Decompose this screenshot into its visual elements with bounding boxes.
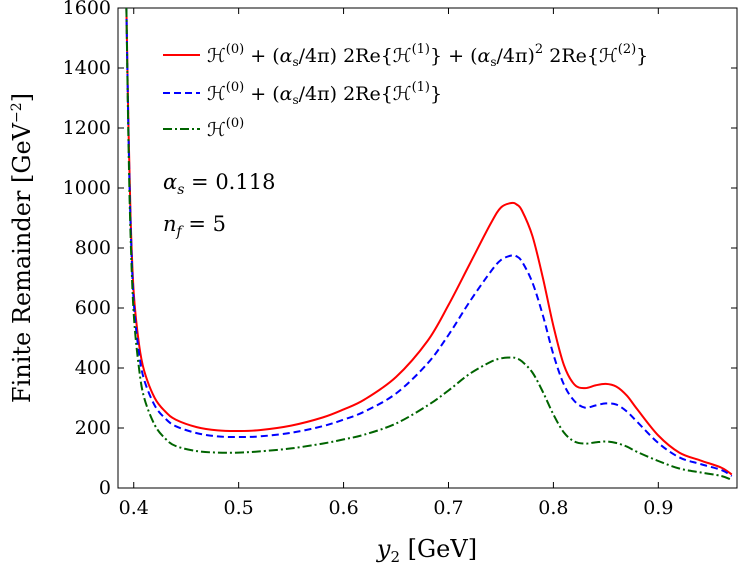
series-line-2 [125, 8, 733, 481]
x-tick-label: 0.8 [538, 497, 568, 519]
y-tick-label: 600 [75, 297, 111, 319]
y-tick-label: 1400 [63, 57, 111, 79]
y-axis-title: Finite Remainder [GeV−2] [8, 93, 36, 403]
x-tick-label: 0.4 [119, 497, 149, 519]
y-tick-label: 200 [75, 417, 111, 439]
axis-ticks: 0.4 0.5 0.6 0.7 0.8 0.9 0 200 400 600 800 1000 1200 1… [63, 0, 737, 519]
legend-entry-lo: ℋ(0) [163, 116, 244, 141]
y-tick-label: 800 [75, 237, 111, 259]
series-line-0 [125, 8, 733, 476]
series-line-1 [125, 8, 733, 477]
annotation-nf: nf = 5 [163, 212, 226, 240]
x-tick-label: 0.5 [224, 497, 254, 519]
legend-label-lo: ℋ(0) [207, 116, 244, 141]
y-tick-label: 1000 [63, 177, 111, 199]
legend-entry-nnlo: ℋ(0) + (αs/4π) 2Re{ℋ(1)} + (αs/4π)2 2Re{… [163, 42, 648, 69]
legend-label-nlo: ℋ(0) + (αs/4π) 2Re{ℋ(1)} [207, 80, 442, 107]
annotation-alpha-s: αs = 0.118 [163, 170, 275, 198]
legend-label-nnlo: ℋ(0) + (αs/4π) 2Re{ℋ(1)} + (αs/4π)2 2Re{… [207, 42, 648, 69]
legend-entry-nlo: ℋ(0) + (αs/4π) 2Re{ℋ(1)} [163, 80, 442, 107]
y-tick-label: 1200 [63, 117, 111, 139]
x-axis-title: y2 [GeV] [376, 535, 477, 566]
legend: ℋ(0) + (αs/4π) 2Re{ℋ(1)} + (αs/4π)2 2Re{… [163, 42, 648, 141]
plot-curves [125, 8, 733, 481]
y-tick-label: 1600 [63, 0, 111, 19]
x-tick-label: 0.7 [433, 497, 463, 519]
y-tick-label: 400 [75, 357, 111, 379]
y-tick-label: 0 [99, 477, 111, 499]
x-tick-label: 0.6 [328, 497, 358, 519]
x-tick-label: 0.9 [643, 497, 673, 519]
